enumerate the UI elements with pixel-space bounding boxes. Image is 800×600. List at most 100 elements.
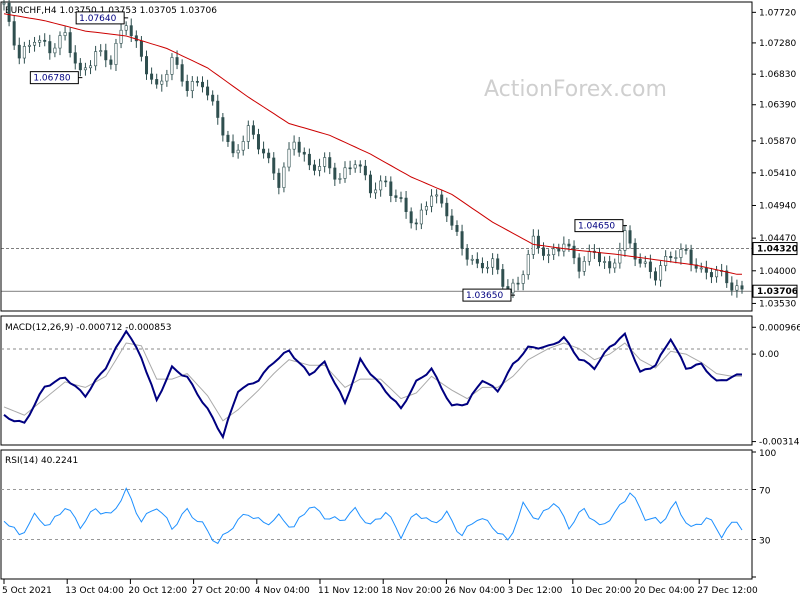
price-level-box <box>752 284 798 298</box>
annotation-box <box>462 288 512 302</box>
candle-body <box>542 247 546 256</box>
candle-body <box>679 249 683 258</box>
candle-body <box>160 80 164 85</box>
rsi-tick-label: 100 <box>759 449 776 459</box>
candle-body <box>414 222 418 225</box>
time-tick-label: 26 Nov 04:00 <box>444 586 505 596</box>
candle-body <box>83 67 87 71</box>
candle-body <box>109 59 113 65</box>
candle-body <box>353 164 357 169</box>
time-tick-label: 20 Oct 12:00 <box>128 586 187 596</box>
candle-body <box>282 166 286 188</box>
macd-panel-title: MACD(12,26,9) -0.000712 -0.000853 <box>5 323 171 333</box>
candle-body <box>99 50 103 52</box>
time-tick-label: 13 Oct 04:00 <box>65 586 124 596</box>
price-annotations: 1.07640 1.06780 1.04650 1.03650 <box>29 11 627 302</box>
annotation-label: 1.07640 <box>79 14 116 24</box>
candle-body <box>114 42 118 65</box>
candle-body <box>531 235 535 255</box>
candle-body <box>455 225 459 232</box>
candle-body <box>17 44 21 59</box>
macd-line <box>3 329 743 440</box>
candle-body <box>674 257 678 259</box>
candle-body <box>608 261 612 269</box>
price-axis: 1.07720 1.07280 1.06830 1.06390 1.05870 1.054… <box>752 8 796 309</box>
candle-body <box>38 39 42 43</box>
time-tick-label: 11 Nov 12:00 <box>318 586 379 596</box>
candle-body <box>715 270 719 278</box>
candle-body <box>557 248 561 252</box>
candle-body <box>440 194 444 204</box>
time-axis: 5 Oct 2021 13 Oct 04:00 20 Oct 12:00 27 Oct… <box>2 579 758 596</box>
candle-body <box>633 242 637 260</box>
candle-body <box>368 174 372 194</box>
time-tick-label: 10 Dec 20:00 <box>571 586 632 596</box>
candle-body <box>297 141 301 153</box>
candle-body <box>139 40 143 57</box>
candle-body <box>165 74 169 82</box>
candle-body <box>277 172 281 188</box>
candle-body <box>409 211 413 224</box>
candle-body <box>63 32 67 36</box>
candle-body <box>58 35 62 49</box>
price-level-box <box>752 242 798 256</box>
candle-body <box>587 250 591 262</box>
candle-body <box>318 166 322 171</box>
price-tick-label: 1.03530 <box>759 299 796 309</box>
candle-body <box>155 79 159 85</box>
candle-body <box>511 282 515 294</box>
candle-body <box>582 260 586 272</box>
macd-tick-label: 0.00 <box>759 350 779 360</box>
candle-body <box>206 86 210 96</box>
price-tick-label: 1.04000 <box>759 267 796 277</box>
candle-body <box>618 250 622 264</box>
candle-body <box>725 270 729 284</box>
candle-body <box>2 2 6 5</box>
annotation-label: 1.03650 <box>466 291 503 301</box>
rsi-panel-frame <box>0 449 753 580</box>
candle-body <box>435 194 439 197</box>
time-tick-label: 4 Nov 04:00 <box>255 586 310 596</box>
candle-body <box>256 134 260 150</box>
candle-body <box>643 261 647 264</box>
main-panel-frame <box>0 1 753 312</box>
price-level-label: 1.04320 <box>757 245 798 255</box>
candle-body <box>358 164 362 167</box>
candle-body <box>363 165 367 176</box>
time-tick-label: 27 Dec 12:00 <box>697 586 758 596</box>
candle-body <box>424 206 428 211</box>
candle-body <box>536 235 540 249</box>
candle-body <box>419 209 423 225</box>
candle-body <box>384 180 388 183</box>
candle-body <box>221 117 225 136</box>
candle-body <box>501 269 505 287</box>
candle-body <box>470 258 474 261</box>
candle-body <box>323 157 327 167</box>
candle-body <box>379 180 383 191</box>
candle-body <box>480 262 484 269</box>
candle-body <box>68 32 72 53</box>
candle-body <box>246 125 250 142</box>
candle-body <box>521 274 525 284</box>
candle-body <box>211 94 215 102</box>
candle-body <box>53 47 57 54</box>
candle-body <box>740 285 744 290</box>
main-panel-title: EURCHF,H4 1.03750 1.03753 1.03705 1.0370… <box>5 6 217 16</box>
candle-body <box>516 282 520 285</box>
candle-body <box>119 29 123 44</box>
candle-body <box>129 25 133 37</box>
candle-body <box>613 262 617 269</box>
candle-body <box>94 51 98 67</box>
candle-body <box>496 258 500 270</box>
candle-body <box>684 249 688 251</box>
candle-body <box>547 254 551 256</box>
watermark: ActionForex.com <box>484 77 667 102</box>
annotation-label: 1.04650 <box>578 222 615 232</box>
candle-body <box>175 57 179 65</box>
macd-signal-line <box>3 342 742 422</box>
candle-body <box>267 152 271 159</box>
moving-average-line <box>3 13 742 275</box>
main-hlines: 1.04320 1.03706 <box>1 242 798 298</box>
candle-body <box>236 149 240 154</box>
